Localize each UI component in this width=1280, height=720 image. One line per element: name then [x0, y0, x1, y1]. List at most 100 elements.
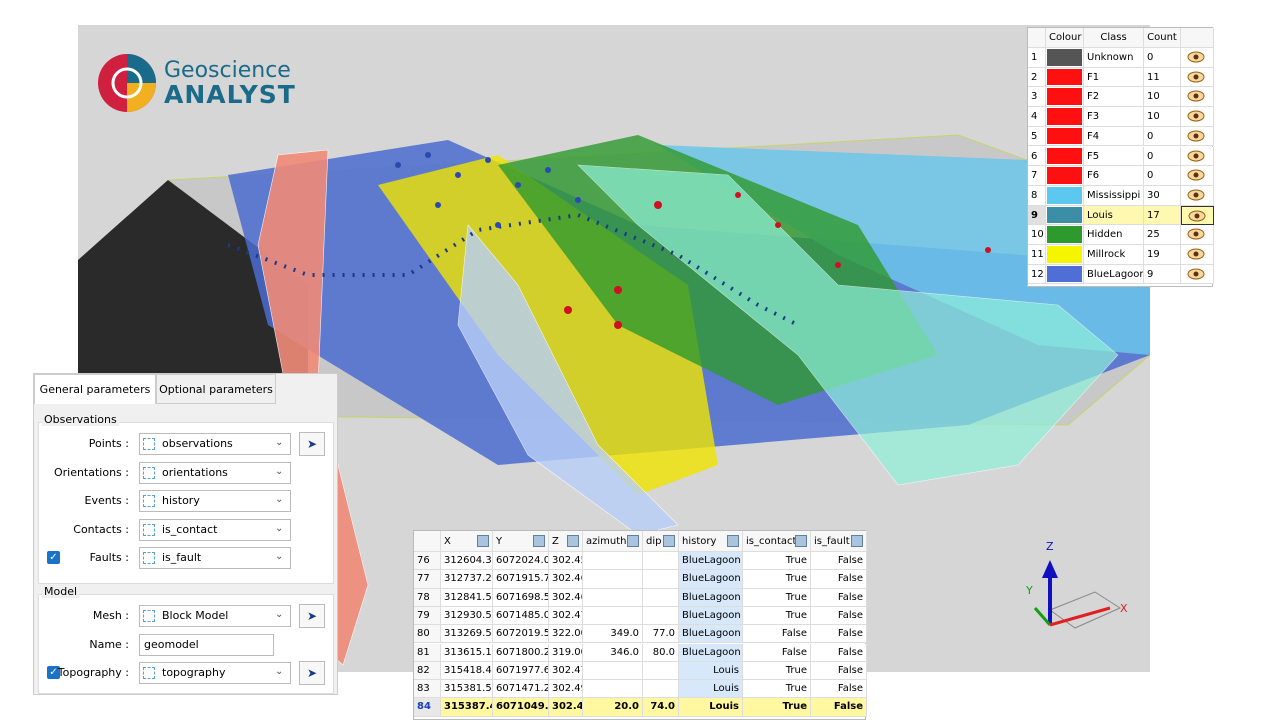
table-cell: 6071049.15 [493, 698, 549, 717]
table-cell: BlueLagoon [679, 606, 743, 626]
table-cell: True [743, 680, 811, 699]
colour-swatch [1047, 147, 1082, 165]
combobox[interactable]: topography [139, 662, 291, 684]
table-cell: 349.0 [583, 625, 643, 644]
logo-text: Geoscience [164, 58, 291, 83]
column-header [1028, 28, 1046, 48]
table-cell: False [811, 606, 867, 626]
orientation-points [564, 192, 991, 329]
visibility-toggle[interactable] [1187, 228, 1205, 240]
class-name: Hidden [1084, 225, 1144, 245]
table-cell: 74.0 [643, 698, 679, 717]
visibility-toggle[interactable] [1187, 51, 1205, 63]
table-cell: 302.49 [549, 698, 583, 717]
tab[interactable]: General parameters [34, 374, 156, 404]
column-header[interactable]: is_contact [743, 531, 811, 552]
colour-swatch [1047, 206, 1082, 224]
visibility-toggle[interactable] [1187, 110, 1205, 122]
row-index: 81 [414, 643, 441, 662]
table-cell: 6071698.59 [493, 588, 549, 607]
combo-icon [143, 552, 155, 564]
eye-cell [1181, 166, 1214, 186]
table-cell: 77.0 [643, 625, 679, 644]
colour-cell [1046, 185, 1084, 206]
table-cell: False [811, 643, 867, 662]
table-cell: 322.00 [549, 625, 583, 644]
row-index: 1 [1028, 48, 1046, 68]
eye-cell [1181, 245, 1214, 265]
axis-label: Y [1025, 584, 1033, 597]
combobox[interactable]: is_contact [139, 518, 291, 541]
visibility-toggle[interactable] [1187, 248, 1205, 260]
colour-cell [1046, 264, 1084, 285]
tab[interactable]: Optional parameters [156, 374, 276, 404]
table-cell: 346.0 [583, 643, 643, 662]
column-header: Class [1084, 28, 1144, 48]
colour-cell [1046, 166, 1084, 186]
dropdown-arrow: ⌄ [275, 465, 284, 477]
colour-swatch [1047, 108, 1082, 125]
combobox[interactable]: observations [139, 433, 291, 455]
visibility-toggle[interactable] [1187, 169, 1205, 181]
checkbox[interactable]: ✓ [47, 666, 60, 679]
table-cell: 6071977.66 [493, 661, 549, 681]
table-cell [643, 570, 679, 589]
visibility-toggle[interactable] [1187, 150, 1205, 162]
colour-cell [1046, 48, 1084, 68]
combobox[interactable]: is_fault [139, 547, 291, 569]
dropdown-arrow: ⌄ [275, 494, 284, 505]
dropdown-arrow: ⌄ [275, 522, 284, 534]
combobox[interactable]: history [139, 490, 291, 512]
table-cell: BlueLagoon [679, 570, 743, 589]
pick-button[interactable]: ➤ [299, 432, 325, 456]
column-icon [477, 535, 489, 547]
visibility-toggle[interactable] [1187, 90, 1205, 102]
eye-cell [1181, 185, 1214, 206]
row-index: 7 [1028, 166, 1046, 186]
field-label: Topography : [57, 666, 129, 679]
visibility-toggle[interactable] [1187, 268, 1205, 280]
row-index: 11 [1028, 245, 1046, 265]
axis-label: Z [1046, 540, 1054, 553]
count: 11 [1144, 67, 1181, 88]
checkbox[interactable]: ✓ [47, 551, 60, 564]
visibility-toggle[interactable] [1187, 71, 1205, 83]
visibility-toggle[interactable] [1188, 210, 1206, 222]
colour-swatch [1047, 265, 1082, 283]
colour-cell [1046, 205, 1084, 226]
pick-button[interactable]: ➤ [299, 604, 325, 628]
colour-cell [1046, 245, 1084, 265]
combobox[interactable]: orientations [139, 461, 291, 484]
row-index: 5 [1028, 126, 1046, 147]
column-icon [663, 535, 675, 547]
text-input[interactable]: geomodel [139, 633, 274, 656]
visibility-toggle[interactable] [1187, 130, 1205, 142]
axis-label: X [1120, 602, 1128, 615]
table-cell: 315387.44 [441, 698, 493, 717]
table-cell: BlueLagoon [679, 625, 743, 644]
table-cell: 6071471.23 [493, 680, 549, 699]
table-cell [643, 680, 679, 699]
pick-button[interactable]: ➤ [299, 661, 325, 685]
colour-swatch [1047, 246, 1082, 263]
colour-swatch [1047, 68, 1082, 86]
column-icon [795, 535, 807, 547]
dropdown-arrow: ⌄ [275, 666, 284, 677]
table-cell [583, 661, 643, 681]
combobox[interactable]: Block Model [139, 605, 291, 627]
table-cell: False [811, 661, 867, 681]
row-index: 76 [414, 552, 441, 571]
table-cell: Louis [679, 698, 743, 717]
column-icon [533, 535, 545, 547]
class-name: Millrock [1084, 245, 1144, 265]
count: 30 [1144, 185, 1181, 206]
eye-cell [1181, 48, 1214, 68]
column-icon [567, 535, 579, 547]
table-cell: 80.0 [643, 643, 679, 662]
column-header [414, 531, 441, 552]
table-cell [583, 570, 643, 589]
table-cell: 302.46 [549, 570, 583, 589]
combo-icon [143, 610, 155, 622]
table-cell: True [743, 661, 811, 681]
visibility-toggle[interactable] [1187, 189, 1205, 201]
